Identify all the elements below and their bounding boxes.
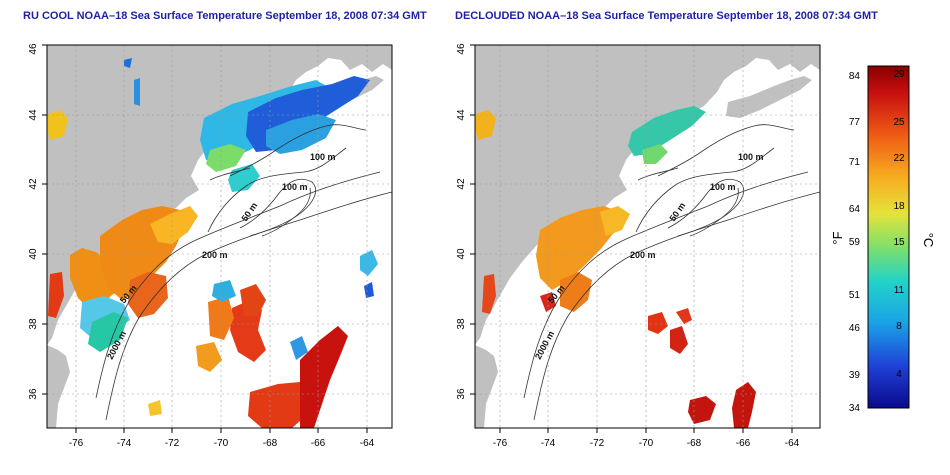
lat-tick-label: 42 bbox=[456, 178, 467, 190]
right-lat-labels: 36 38 40 42 44 46 bbox=[456, 43, 467, 400]
contour-label: 100 m bbox=[738, 152, 764, 162]
left-land-south bbox=[47, 345, 70, 428]
left-sst-patches bbox=[47, 58, 378, 428]
fahrenheit-tick-label: 46 bbox=[849, 323, 861, 334]
lat-tick-label: 38 bbox=[456, 318, 467, 330]
lat-tick-label: 36 bbox=[28, 388, 39, 400]
celsius-tick-label: 15 bbox=[893, 237, 905, 248]
celsius-tick-label: 22 bbox=[893, 153, 905, 164]
lon-tick-label: -76 bbox=[493, 438, 508, 449]
lon-tick-label: -72 bbox=[165, 438, 180, 449]
celsius-ticks: 29 25 22 18 15 11 8 4 bbox=[893, 69, 905, 380]
lat-tick-label: 40 bbox=[456, 248, 467, 260]
lon-tick-label: -64 bbox=[785, 438, 800, 449]
fahrenheit-tick-label: 71 bbox=[849, 157, 861, 168]
fahrenheit-tick-label: 84 bbox=[849, 71, 861, 82]
lat-tick-label: 46 bbox=[28, 43, 39, 55]
celsius-tick-label: 25 bbox=[893, 117, 905, 128]
lon-tick-label: -70 bbox=[214, 438, 229, 449]
left-lon-labels: -76 -74 -72 -70 -68 -66 -64 bbox=[69, 438, 375, 449]
celsius-tick-label: 18 bbox=[893, 201, 905, 212]
right-lon-labels: -76 -74 -72 -70 -68 -66 -64 bbox=[493, 438, 800, 449]
right-map-panel: 100 m 100 m 50 m 200 m 50 m 2000 m bbox=[456, 43, 821, 449]
left-bathymetry-contours bbox=[95, 124, 392, 421]
celsius-tick-label: 11 bbox=[894, 285, 905, 296]
fahrenheit-tick-label: 77 bbox=[849, 117, 861, 128]
lon-tick-label: -68 bbox=[687, 438, 702, 449]
fahrenheit-tick-label: 39 bbox=[849, 370, 861, 381]
right-land-south bbox=[475, 345, 498, 428]
lon-tick-label: -72 bbox=[590, 438, 605, 449]
lon-tick-label: -64 bbox=[360, 438, 375, 449]
left-lat-labels: 36 38 40 42 44 46 bbox=[28, 43, 39, 400]
left-map-frame bbox=[46, 44, 393, 429]
right-bathymetry-contours bbox=[523, 124, 820, 421]
left-map-title: RU COOL NOAA–18 Sea Surface Temperature … bbox=[23, 10, 427, 22]
right-axis-ticks bbox=[470, 44, 793, 433]
right-map-title: DECLOUDED NOAA–18 Sea Surface Temperatur… bbox=[455, 10, 878, 22]
lon-tick-label: -70 bbox=[639, 438, 654, 449]
lon-tick-label: -74 bbox=[541, 438, 556, 449]
fahrenheit-ticks: 84 77 71 64 59 51 46 39 34 bbox=[849, 71, 861, 414]
left-map-panel: 100 m 100 m 50 m 200 m 50 m 2000 m bbox=[28, 43, 393, 449]
fahrenheit-tick-label: 59 bbox=[849, 237, 861, 248]
contour-label: 100 m bbox=[310, 152, 336, 162]
celsius-tick-label: 4 bbox=[896, 369, 902, 380]
fahrenheit-tick-label: 64 bbox=[849, 204, 861, 215]
lon-tick-label: -76 bbox=[69, 438, 84, 449]
contour-label: 100 m bbox=[282, 182, 308, 192]
right-nova-scotia bbox=[726, 76, 812, 118]
lon-tick-label: -66 bbox=[311, 438, 326, 449]
temperature-colorbar: 84 77 71 64 59 51 46 39 34 29 25 22 18 1… bbox=[830, 65, 936, 414]
right-sst-patches bbox=[475, 106, 756, 428]
contour-label: 100 m bbox=[710, 182, 736, 192]
lon-tick-label: -66 bbox=[736, 438, 751, 449]
celsius-tick-label: 8 bbox=[896, 321, 902, 332]
fahrenheit-tick-label: 34 bbox=[849, 403, 861, 414]
right-gridlines bbox=[475, 45, 820, 428]
left-land-mass bbox=[47, 45, 392, 345]
lat-tick-label: 44 bbox=[28, 109, 39, 121]
contour-label: 200 m bbox=[202, 250, 228, 260]
contour-label: 200 m bbox=[630, 250, 656, 260]
right-map-frame bbox=[474, 44, 821, 429]
lat-tick-label: 46 bbox=[456, 43, 467, 55]
left-gridlines bbox=[47, 45, 392, 428]
lon-tick-label: -68 bbox=[263, 438, 278, 449]
fahrenheit-tick-label: 51 bbox=[849, 290, 861, 301]
lat-tick-label: 36 bbox=[456, 388, 467, 400]
lon-tick-label: -74 bbox=[117, 438, 132, 449]
right-land-mass bbox=[475, 45, 820, 345]
celsius-tick-label: 29 bbox=[893, 69, 905, 80]
left-axis-ticks bbox=[42, 44, 368, 433]
colorbar-gradient bbox=[867, 65, 910, 409]
lat-tick-label: 42 bbox=[28, 178, 39, 190]
lat-tick-label: 38 bbox=[28, 318, 39, 330]
lat-tick-label: 40 bbox=[28, 248, 39, 260]
fahrenheit-unit-label: °F bbox=[830, 231, 845, 244]
celsius-unit-label: °C bbox=[921, 233, 936, 248]
lat-tick-label: 44 bbox=[456, 109, 467, 121]
